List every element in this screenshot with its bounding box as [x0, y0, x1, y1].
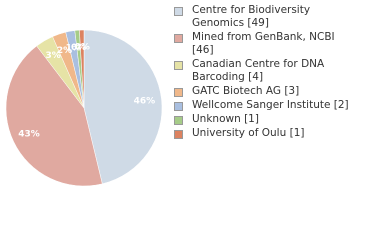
slice-label: 3%: [45, 51, 60, 61]
legend-label: Wellcome Sanger Institute [2]: [192, 99, 349, 111]
pie-slice: [79, 29, 85, 109]
legend-label: Canadian Centre for DNA Barcoding [4]: [192, 58, 325, 83]
legend-swatch: [174, 130, 183, 139]
legend-swatch: [174, 102, 183, 111]
slice-label: 0%: [75, 43, 90, 53]
legend-label: University of Oulu [1]: [192, 127, 305, 139]
legend: Centre for Biodiversity Genomics [49] Min…: [172, 4, 362, 141]
legend-item: University of Oulu [1]: [172, 127, 352, 140]
legend-label: Centre for Biodiversity Genomics [49]: [192, 4, 311, 29]
legend-item: Wellcome Sanger Institute [2]: [172, 99, 352, 112]
legend-item: Canadian Centre for DNA Barcoding [4]: [172, 58, 352, 84]
slice-label: 46%: [134, 96, 156, 106]
legend-label: Unknown [1]: [192, 113, 259, 125]
legend-item: GATC Biotech AG [3]: [172, 85, 352, 98]
pie-area: 46% 43% 3%2%1%0%0%: [5, 29, 163, 187]
legend-label: Mined from GenBank, NCBI [46]: [192, 31, 335, 56]
legend-swatch: [174, 61, 183, 70]
legend-label: GATC Biotech AG [3]: [192, 85, 300, 97]
legend-swatch: [174, 88, 183, 97]
pie-slice: [83, 29, 163, 185]
slice-label: 0%: [71, 43, 86, 53]
legend-item: Unknown [1]: [172, 113, 352, 126]
pie-slice: [5, 45, 103, 187]
legend-swatch: [174, 116, 183, 125]
slice-label: 1%: [66, 44, 81, 54]
legend-swatch: [174, 34, 183, 43]
legend-swatch: [174, 7, 183, 16]
slice-label: 43%: [18, 130, 40, 140]
slice-label: 2%: [57, 46, 72, 56]
legend-item: Mined from GenBank, NCBI [46]: [172, 31, 352, 57]
legend-item: Centre for Biodiversity Genomics [49]: [172, 4, 352, 30]
